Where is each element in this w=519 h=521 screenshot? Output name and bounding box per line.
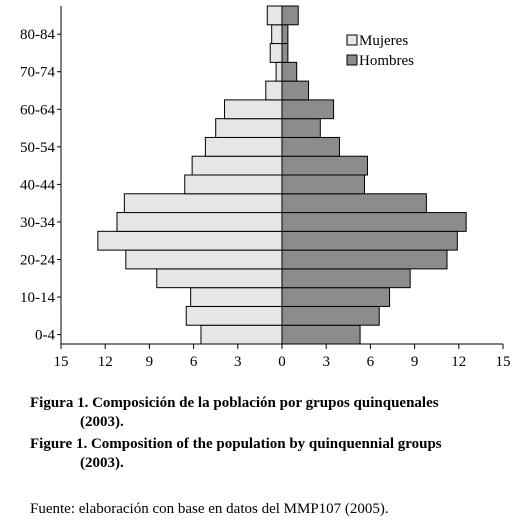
women-bar-70-74 <box>275 61 283 82</box>
caption-spanish-year: (2003). <box>80 414 124 430</box>
women-bar-65-69 <box>265 80 283 101</box>
legend: Mujeres Hombres <box>346 33 414 69</box>
men-bar-65-69 <box>281 80 310 101</box>
women-bar-10-14 <box>190 287 283 307</box>
y-tick-label: 20-24 <box>20 253 55 269</box>
caption-spanish: Figura 1. Composición de la población po… <box>30 394 515 432</box>
axes <box>57 6 504 349</box>
x-tick-label: 15 <box>496 354 511 370</box>
men-bar-25-29 <box>281 230 458 251</box>
y-tick-label: 30-34 <box>20 215 55 231</box>
women-legend-label: Mujeres <box>359 33 408 49</box>
caption-english-text: Composition of the population by quinque… <box>90 436 442 452</box>
men-bar-80-84 <box>281 24 289 45</box>
caption-spanish-text: Composición de la población por grupos q… <box>92 395 439 411</box>
women-bar-20-24 <box>125 249 283 270</box>
x-tick-label: 3 <box>322 354 330 370</box>
men-bar-20-24 <box>281 249 448 270</box>
x-tick-label: 6 <box>190 354 198 370</box>
men-bar-40-44 <box>281 174 366 195</box>
tick-labels: 15 12 9 6 3 0 3 6 9 12 15 0-4 10-14 20-24 30-34 40-44 50… <box>20 27 511 370</box>
y-tick-label: 70-74 <box>20 65 55 81</box>
caption-english-label: Figure 1. <box>30 436 88 452</box>
x-tick-label: 3 <box>234 354 242 370</box>
men-bars <box>281 5 467 345</box>
x-tick-label: 12 <box>451 354 466 370</box>
y-tick-label: 80-84 <box>20 27 55 43</box>
caption-english-year: (2003). <box>80 455 124 471</box>
x-tick-label: 0 <box>278 354 286 370</box>
y-tick-label: 40-44 <box>20 177 55 193</box>
men-bar-5-9 <box>281 305 380 326</box>
women-bar-50-54 <box>204 136 283 157</box>
men-bar-70-74 <box>281 61 298 82</box>
men-bar-55-59 <box>281 118 321 138</box>
men-bar-35-39 <box>281 193 427 214</box>
men-legend-swatch <box>346 54 358 66</box>
women-bar-80-84 <box>271 24 283 45</box>
caption-spanish-label: Figura 1. <box>30 395 89 411</box>
men-bar-10-14 <box>281 287 391 307</box>
y-tick-label: 0-4 <box>35 328 55 344</box>
x-tick-label: 9 <box>411 354 419 370</box>
women-bar-0-4 <box>200 324 283 345</box>
women-bar-55-59 <box>215 118 283 138</box>
women-bar-15-19 <box>156 268 283 289</box>
women-bar-25-29 <box>97 230 283 251</box>
y-tick-label: 60-64 <box>20 102 55 118</box>
women-bar-30-34 <box>116 212 283 232</box>
y-tick-label: 10-14 <box>20 290 55 306</box>
women-bar-35-39 <box>123 193 283 214</box>
x-tick-label: 6 <box>367 354 375 370</box>
women-bar-45-49 <box>191 155 283 176</box>
x-tick-label: 12 <box>98 354 113 370</box>
men-legend-label: Hombres <box>359 53 414 69</box>
men-bar-75-79 <box>281 43 289 63</box>
men-bar-30-34 <box>281 212 467 232</box>
women-bar-85+ <box>266 5 283 26</box>
women-bar-40-44 <box>184 174 283 195</box>
y-tick-label: 50-54 <box>20 140 55 156</box>
men-bar-45-49 <box>281 155 368 176</box>
men-bar-60-64 <box>281 99 335 120</box>
women-bar-75-79 <box>269 43 283 63</box>
women-bar-60-64 <box>224 99 283 120</box>
women-bars <box>97 5 283 345</box>
women-legend-swatch <box>346 34 358 46</box>
x-tick-label: 15 <box>54 354 69 370</box>
men-bar-15-19 <box>281 268 411 289</box>
x-tick-label: 9 <box>146 354 154 370</box>
population-pyramid-chart: 15 12 9 6 3 0 3 6 9 12 15 0-4 10-14 20-24 30-34 40-44 50… <box>20 5 511 370</box>
source-note: Fuente: elaboración con base en datos de… <box>30 501 389 517</box>
caption-english: Figure 1. Composition of the population … <box>30 435 515 473</box>
men-bar-50-54 <box>281 136 340 157</box>
men-bar-0-4 <box>281 324 361 345</box>
men-bar-85+ <box>281 5 299 26</box>
women-bar-5-9 <box>185 305 283 326</box>
